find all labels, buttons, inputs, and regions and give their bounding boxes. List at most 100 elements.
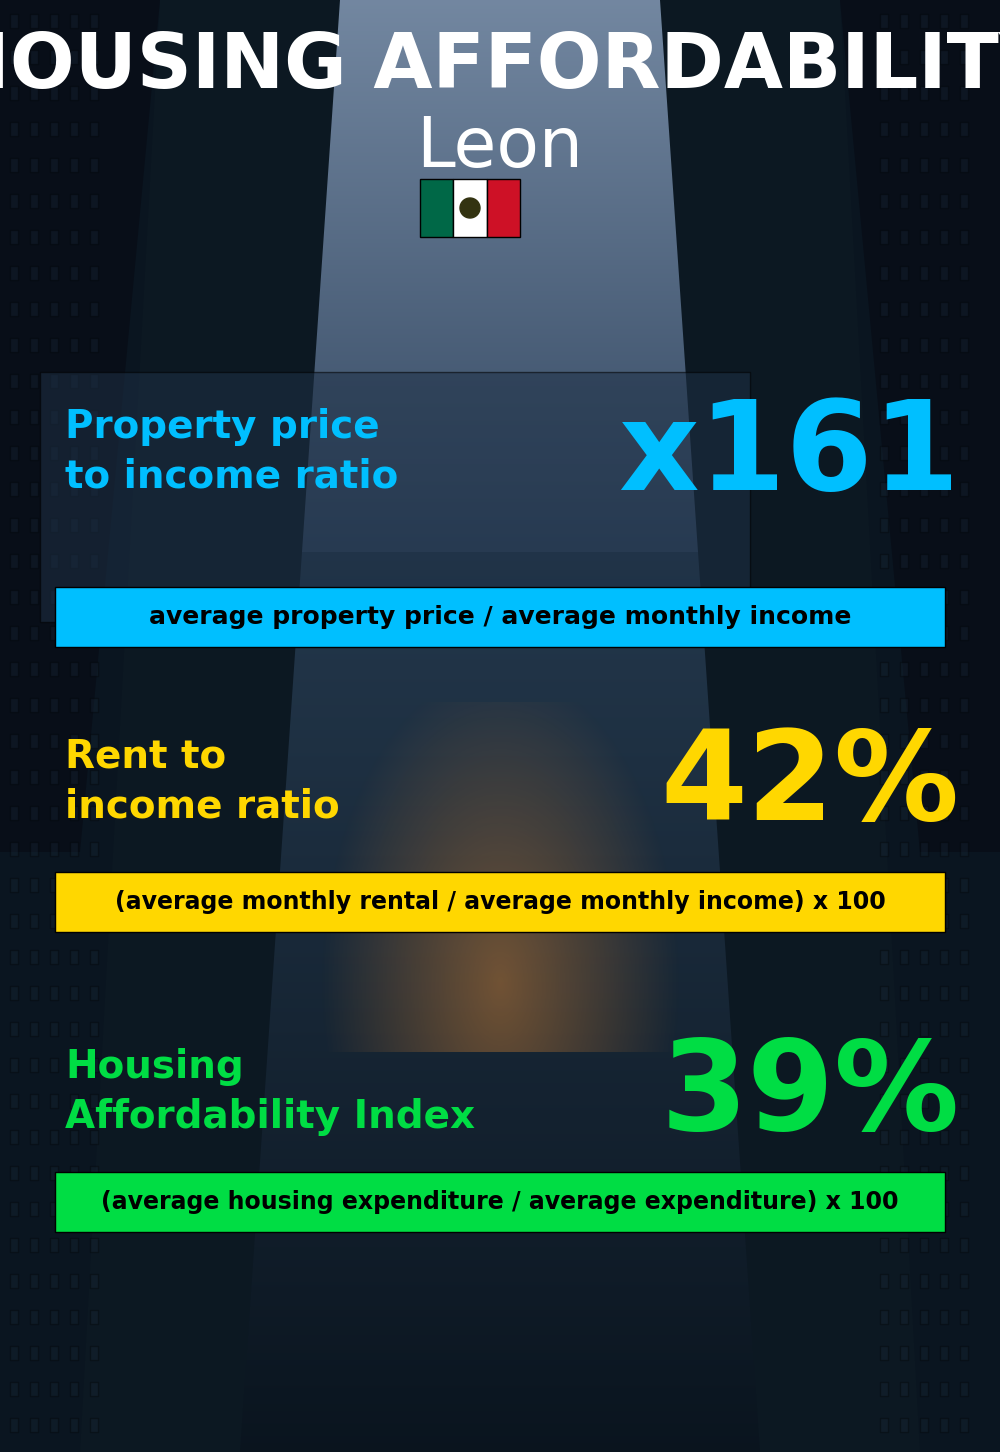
Polygon shape — [80, 0, 340, 1452]
FancyBboxPatch shape — [90, 375, 98, 388]
FancyBboxPatch shape — [90, 86, 98, 100]
Polygon shape — [0, 0, 220, 1452]
FancyBboxPatch shape — [50, 518, 58, 531]
FancyBboxPatch shape — [960, 1346, 968, 1361]
FancyBboxPatch shape — [940, 1022, 948, 1035]
FancyBboxPatch shape — [920, 913, 928, 928]
FancyBboxPatch shape — [30, 1419, 38, 1432]
FancyBboxPatch shape — [30, 878, 38, 892]
FancyBboxPatch shape — [50, 986, 58, 1000]
FancyBboxPatch shape — [880, 229, 888, 244]
Polygon shape — [840, 0, 1000, 852]
FancyBboxPatch shape — [50, 1093, 58, 1108]
FancyBboxPatch shape — [70, 518, 78, 531]
FancyBboxPatch shape — [10, 1166, 18, 1180]
FancyBboxPatch shape — [940, 158, 948, 171]
FancyBboxPatch shape — [10, 409, 18, 424]
FancyBboxPatch shape — [70, 375, 78, 388]
Text: average property price / average monthly income: average property price / average monthly… — [149, 605, 851, 629]
FancyBboxPatch shape — [960, 1093, 968, 1108]
FancyBboxPatch shape — [90, 1310, 98, 1324]
FancyBboxPatch shape — [940, 1130, 948, 1144]
FancyBboxPatch shape — [880, 122, 888, 136]
FancyBboxPatch shape — [10, 158, 18, 171]
FancyBboxPatch shape — [900, 590, 908, 604]
FancyBboxPatch shape — [90, 1382, 98, 1395]
FancyBboxPatch shape — [50, 878, 58, 892]
FancyBboxPatch shape — [90, 590, 98, 604]
FancyBboxPatch shape — [70, 662, 78, 677]
FancyBboxPatch shape — [960, 913, 968, 928]
FancyBboxPatch shape — [880, 1310, 888, 1324]
FancyBboxPatch shape — [940, 770, 948, 784]
Text: Rent to
income ratio: Rent to income ratio — [65, 738, 340, 826]
FancyBboxPatch shape — [90, 735, 98, 748]
FancyBboxPatch shape — [920, 409, 928, 424]
FancyBboxPatch shape — [880, 1093, 888, 1108]
FancyBboxPatch shape — [960, 482, 968, 497]
FancyBboxPatch shape — [940, 1059, 948, 1072]
FancyBboxPatch shape — [30, 698, 38, 711]
FancyBboxPatch shape — [960, 446, 968, 460]
FancyBboxPatch shape — [900, 86, 908, 100]
FancyBboxPatch shape — [10, 229, 18, 244]
FancyBboxPatch shape — [30, 518, 38, 531]
FancyBboxPatch shape — [880, 1346, 888, 1361]
FancyBboxPatch shape — [880, 842, 888, 857]
FancyBboxPatch shape — [70, 878, 78, 892]
FancyBboxPatch shape — [900, 266, 908, 280]
FancyBboxPatch shape — [70, 1310, 78, 1324]
FancyBboxPatch shape — [10, 122, 18, 136]
FancyBboxPatch shape — [940, 302, 948, 317]
FancyBboxPatch shape — [960, 122, 968, 136]
FancyBboxPatch shape — [940, 1239, 948, 1252]
FancyBboxPatch shape — [90, 806, 98, 820]
FancyBboxPatch shape — [900, 1382, 908, 1395]
FancyBboxPatch shape — [960, 878, 968, 892]
FancyBboxPatch shape — [50, 446, 58, 460]
FancyBboxPatch shape — [30, 626, 38, 640]
FancyBboxPatch shape — [10, 1022, 18, 1035]
FancyBboxPatch shape — [50, 1022, 58, 1035]
FancyBboxPatch shape — [940, 1093, 948, 1108]
FancyBboxPatch shape — [10, 770, 18, 784]
FancyBboxPatch shape — [920, 338, 928, 351]
FancyBboxPatch shape — [940, 375, 948, 388]
FancyBboxPatch shape — [960, 49, 968, 64]
FancyBboxPatch shape — [880, 770, 888, 784]
FancyBboxPatch shape — [10, 555, 18, 568]
FancyBboxPatch shape — [90, 878, 98, 892]
FancyBboxPatch shape — [900, 229, 908, 244]
FancyBboxPatch shape — [90, 229, 98, 244]
FancyBboxPatch shape — [940, 698, 948, 711]
FancyBboxPatch shape — [940, 986, 948, 1000]
FancyBboxPatch shape — [30, 338, 38, 351]
FancyBboxPatch shape — [10, 913, 18, 928]
FancyBboxPatch shape — [30, 1310, 38, 1324]
FancyBboxPatch shape — [10, 1239, 18, 1252]
FancyBboxPatch shape — [10, 446, 18, 460]
FancyBboxPatch shape — [960, 409, 968, 424]
FancyBboxPatch shape — [50, 195, 58, 208]
FancyBboxPatch shape — [900, 698, 908, 711]
FancyBboxPatch shape — [10, 1059, 18, 1072]
FancyBboxPatch shape — [940, 735, 948, 748]
FancyBboxPatch shape — [960, 375, 968, 388]
FancyBboxPatch shape — [880, 555, 888, 568]
FancyBboxPatch shape — [70, 1130, 78, 1144]
FancyBboxPatch shape — [940, 409, 948, 424]
FancyBboxPatch shape — [940, 1273, 948, 1288]
FancyBboxPatch shape — [900, 1022, 908, 1035]
FancyBboxPatch shape — [900, 302, 908, 317]
FancyBboxPatch shape — [920, 1093, 928, 1108]
FancyBboxPatch shape — [900, 158, 908, 171]
FancyBboxPatch shape — [920, 842, 928, 857]
FancyBboxPatch shape — [920, 1202, 928, 1215]
FancyBboxPatch shape — [70, 842, 78, 857]
FancyBboxPatch shape — [30, 662, 38, 677]
FancyBboxPatch shape — [70, 122, 78, 136]
FancyBboxPatch shape — [30, 590, 38, 604]
FancyBboxPatch shape — [920, 1130, 928, 1144]
FancyBboxPatch shape — [960, 1166, 968, 1180]
FancyBboxPatch shape — [90, 1022, 98, 1035]
